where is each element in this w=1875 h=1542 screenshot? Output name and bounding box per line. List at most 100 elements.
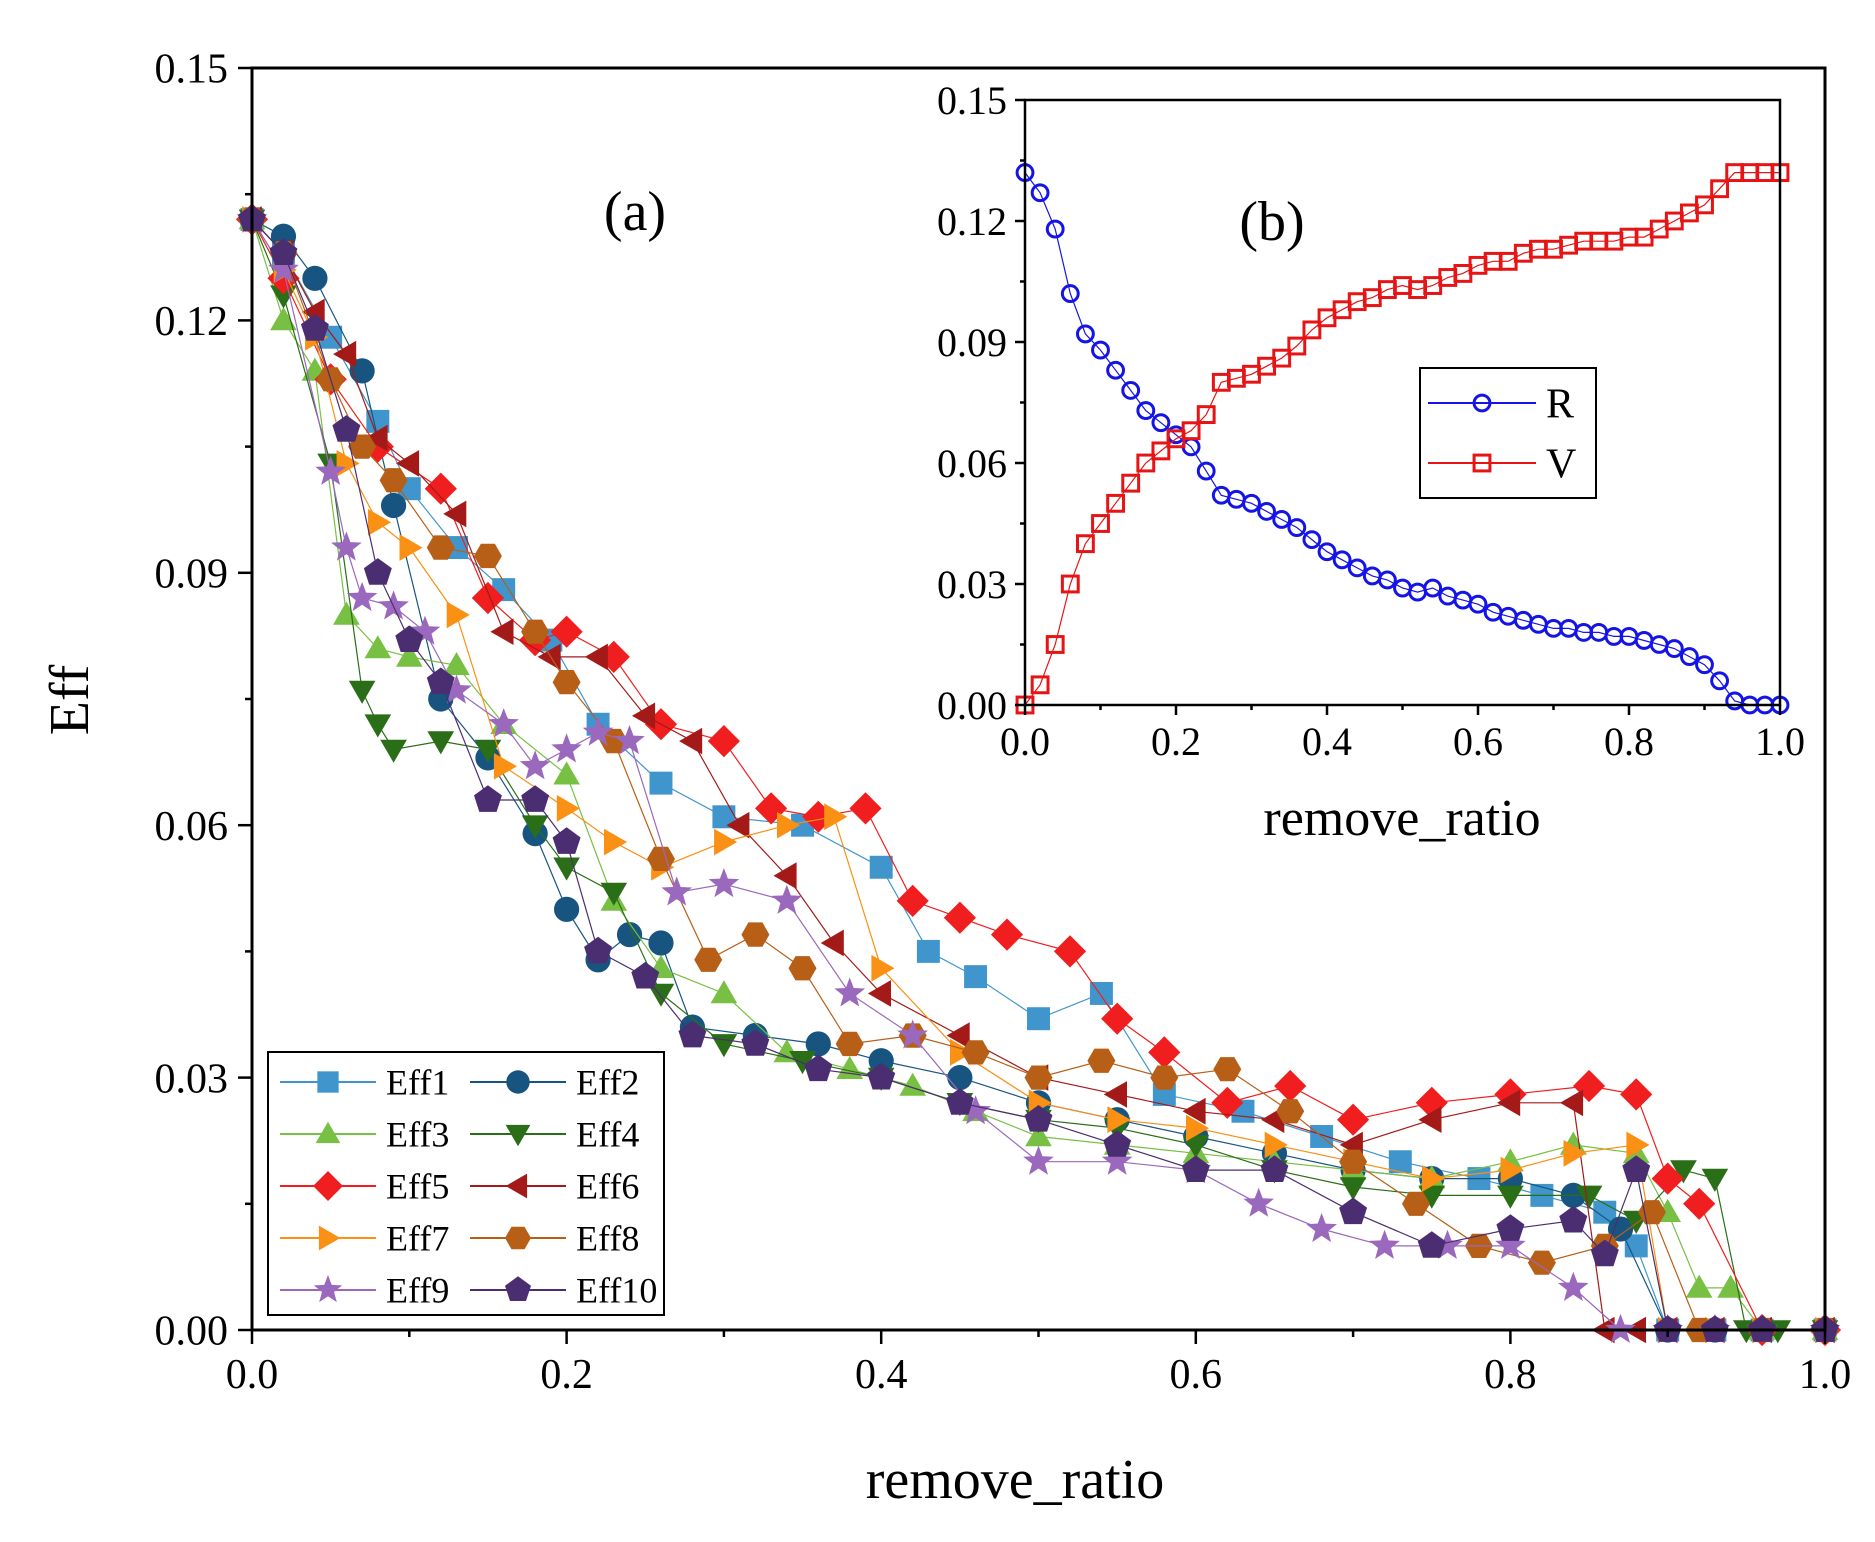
data-point-eff8 xyxy=(379,468,408,493)
data-point-eff7 xyxy=(777,811,801,839)
data-point-eff4 xyxy=(1497,1185,1524,1209)
data-point-eff4 xyxy=(348,680,376,704)
data-point-eff4 xyxy=(380,739,407,763)
data-point-eff9 xyxy=(1101,1145,1133,1175)
data-point-v xyxy=(1091,514,1110,533)
data-point-eff9 xyxy=(519,750,551,780)
data-point-eff6 xyxy=(1182,1097,1206,1125)
data-point-eff9 xyxy=(551,733,582,763)
data-point-eff7 xyxy=(950,1039,974,1066)
data-point-eff4 xyxy=(364,714,392,738)
y-tick-label: 0.15 xyxy=(155,47,229,93)
y-tick-label: 0.15 xyxy=(937,78,1007,123)
legend-item-eff6: Eff6 xyxy=(470,1167,639,1207)
data-point-r xyxy=(1151,413,1171,433)
data-point-eff4 xyxy=(600,882,628,906)
data-point-v xyxy=(1196,405,1216,425)
data-point-eff4 xyxy=(521,815,549,839)
data-point-eff3 xyxy=(364,635,392,659)
data-point-eff9 xyxy=(771,884,803,914)
data-point-eff10 xyxy=(678,1020,707,1048)
legend-marker-eff7 xyxy=(318,1225,341,1251)
data-point-eff7 xyxy=(824,803,848,831)
data-point-eff9 xyxy=(897,1019,928,1049)
legend-label-eff2: Eff2 xyxy=(576,1063,639,1103)
x-tick-label: 1.0 xyxy=(1799,1352,1852,1398)
main-chart-x-axis-title: remove_ratio xyxy=(866,1449,1165,1511)
data-point-eff5 xyxy=(802,800,835,833)
data-point-eff8 xyxy=(521,619,550,644)
main-chart-axes: 0.0 0.2 0.4 0.6 0.8 1.0 0.00 0.03 0.06 0.09 0.12 0.… xyxy=(155,47,1852,1398)
legend-label-eff3: Eff3 xyxy=(386,1115,449,1155)
y-tick-label: 0.00 xyxy=(155,1309,229,1355)
data-point-eff8 xyxy=(1087,1048,1116,1073)
data-point-eff5 xyxy=(1148,1036,1181,1069)
x-tick-label: 0.4 xyxy=(855,1352,908,1398)
data-point-eff9 xyxy=(1558,1271,1589,1301)
series-eff7 xyxy=(242,206,1839,1344)
data-point-eff1 xyxy=(869,855,893,879)
data-point-r xyxy=(1136,401,1156,420)
data-point-r xyxy=(1468,594,1488,614)
data-point-v xyxy=(1045,635,1065,654)
y-tick-label: 0.03 xyxy=(937,562,1007,607)
data-point-eff7 xyxy=(1422,1165,1446,1192)
data-point-eff9 xyxy=(1495,1229,1526,1259)
data-point-eff5 xyxy=(424,472,457,505)
data-point-eff3 xyxy=(1025,1123,1052,1147)
data-point-eff4 xyxy=(1670,1160,1697,1184)
legend-marker-eff3 xyxy=(315,1121,341,1144)
data-point-eff1 xyxy=(964,965,988,989)
data-point-eff6 xyxy=(820,929,844,957)
series-eff5 xyxy=(235,203,1842,1347)
data-point-r xyxy=(1695,655,1714,675)
data-point-eff7 xyxy=(871,954,895,982)
data-point-eff6 xyxy=(1497,1089,1521,1117)
data-point-eff5 xyxy=(361,430,394,463)
data-point-eff3 xyxy=(443,652,470,676)
data-point-eff10 xyxy=(1260,1155,1289,1182)
data-point-r xyxy=(1121,380,1141,400)
data-point-r xyxy=(1272,510,1292,529)
data-point-r xyxy=(1242,493,1261,513)
x-tick-label: 0.0 xyxy=(1000,719,1050,764)
data-point-eff3 xyxy=(710,980,738,1004)
data-point-eff4 xyxy=(553,857,580,881)
data-point-eff10 xyxy=(1622,1155,1651,1182)
data-point-eff7 xyxy=(1563,1140,1587,1167)
legend-label-eff10: Eff10 xyxy=(576,1271,657,1311)
legend-marker-eff5 xyxy=(313,1171,343,1201)
x-tick-label: 0.2 xyxy=(540,1352,593,1398)
data-point-eff3 xyxy=(1717,1274,1744,1298)
data-point-r xyxy=(1196,461,1216,481)
legend-item-eff9: Eff9 xyxy=(280,1271,449,1311)
data-point-eff2 xyxy=(302,265,328,291)
data-point-eff9 xyxy=(1605,1313,1636,1343)
legend-marker-eff1 xyxy=(317,1071,339,1093)
legend-item-r: R xyxy=(1428,382,1574,428)
data-point-eff6 xyxy=(726,811,750,839)
data-point-eff5 xyxy=(1211,1086,1244,1119)
data-point-eff10 xyxy=(1496,1214,1525,1241)
legend-marker-eff2 xyxy=(506,1070,530,1094)
data-point-eff4 xyxy=(1182,1135,1210,1159)
data-point-eff8 xyxy=(694,947,723,972)
data-point-eff5 xyxy=(1101,1002,1134,1035)
main-chart-panel-label: (a) xyxy=(604,181,666,243)
data-point-eff10 xyxy=(1181,1155,1210,1182)
data-point-eff10 xyxy=(1559,1205,1588,1233)
series-line-v xyxy=(1024,172,1780,706)
legend-label-eff8: Eff8 xyxy=(576,1219,639,1259)
data-point-eff10 xyxy=(1590,1239,1619,1267)
data-point-eff5 xyxy=(550,615,583,648)
data-point-eff9 xyxy=(378,590,409,620)
legend-marker-eff8 xyxy=(505,1226,531,1250)
data-point-eff1 xyxy=(1027,1007,1050,1031)
data-point-eff4 xyxy=(474,739,502,763)
data-point-eff6 xyxy=(364,424,388,452)
data-point-r xyxy=(1075,324,1095,344)
data-point-eff10 xyxy=(474,785,502,812)
legend-label-eff5: Eff5 xyxy=(386,1167,449,1207)
data-point-r xyxy=(1030,183,1050,203)
main-chart-panel: 0.0 0.2 0.4 0.6 0.8 1.0 0.00 0.03 0.06 0.09 0.12 0.… xyxy=(39,47,1851,1511)
